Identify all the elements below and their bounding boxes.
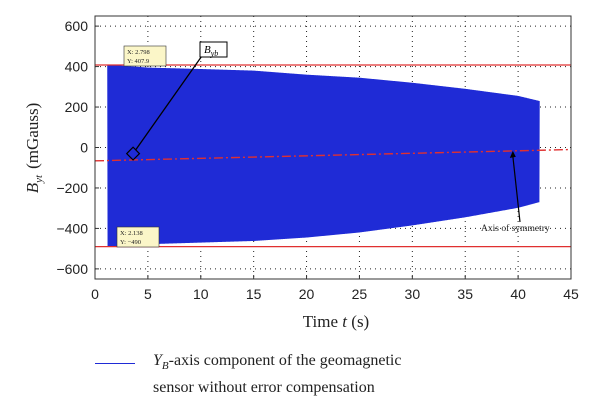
datatip-lower <box>116 226 160 248</box>
signal-line <box>107 64 540 247</box>
byb-arrow <box>132 52 205 154</box>
symmetry-label: Axis of symmetry <box>481 223 550 234</box>
y-axis-title: Byt(mGauss) <box>23 103 45 193</box>
y-tick-label: 400 <box>65 59 89 75</box>
y-tick-label: −600 <box>56 261 88 277</box>
symmetry-arrow <box>512 155 521 223</box>
axis-ticks: 0 5 10 15 20 25 30 35 40 45 600 400 200 0 −200 −400 −600 <box>56 18 579 302</box>
datatip-lower-x: X: 2.138 <box>120 230 143 237</box>
datatip-upper <box>123 45 167 67</box>
reference-lines <box>94 64 572 248</box>
y-tick-label: −400 <box>56 220 88 236</box>
x-tick-label: 45 <box>563 286 579 302</box>
y-tick-label: −200 <box>56 180 88 196</box>
x-tick-label: 10 <box>193 286 209 302</box>
datatip-lower-y: Y: −490 <box>120 239 141 246</box>
byb-label: Byb <box>204 44 218 58</box>
legend-line-swatch <box>95 363 135 364</box>
y-tick-label: 0 <box>80 140 88 156</box>
x-tick-label: 15 <box>246 286 262 302</box>
y-tick-label: 600 <box>65 18 89 34</box>
x-tick-label: 5 <box>144 286 152 302</box>
x-tick-label: 0 <box>91 286 99 302</box>
symmetry-arrowhead <box>509 150 516 158</box>
signal-series <box>107 64 540 247</box>
x-axis-title: Time t (s) <box>303 312 369 331</box>
x-tick-label: 25 <box>352 286 368 302</box>
symmetry-axis-line <box>94 148 572 162</box>
y-tick-label: 200 <box>65 99 89 115</box>
datatip-upper-x: X: 2.798 <box>127 49 150 56</box>
byb-marker <box>125 146 141 161</box>
annotations: Byb Axis of symmetry X: 2.798 Y: 407.9 X… <box>116 41 550 248</box>
x-tick-label: 40 <box>510 286 526 302</box>
legend-label: YB-axis component of the geomagnetic sen… <box>153 352 402 397</box>
datatip-upper-y: Y: 407.9 <box>127 58 149 65</box>
x-tick-label: 30 <box>405 286 421 302</box>
byb-label-box <box>199 41 228 58</box>
x-tick-label: 35 <box>457 286 473 302</box>
x-tick-label: 20 <box>299 286 315 302</box>
